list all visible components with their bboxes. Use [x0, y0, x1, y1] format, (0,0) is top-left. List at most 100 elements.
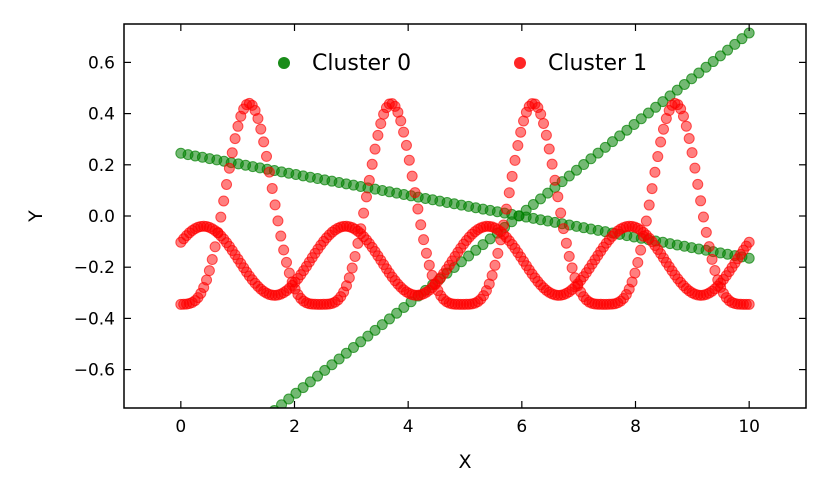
- point-cluster-1: [420, 247, 432, 259]
- point-cluster-0: [312, 370, 324, 382]
- point-cluster-0: [700, 61, 712, 73]
- point-cluster-1: [546, 158, 558, 170]
- x-axis-label: X: [458, 451, 471, 473]
- x-tick-label: 2: [289, 417, 300, 437]
- point-cluster-1: [655, 136, 667, 148]
- point-cluster-1: [635, 244, 647, 256]
- point-cluster-0: [226, 440, 236, 450]
- point-cluster-0: [678, 78, 690, 90]
- point-cluster-1: [209, 241, 221, 253]
- point-cluster-1: [400, 139, 412, 151]
- point-cluster-0: [477, 239, 489, 251]
- point-cluster-1: [409, 187, 421, 199]
- point-cluster-0: [197, 463, 207, 473]
- point-cluster-0: [326, 359, 338, 371]
- point-cluster-1: [372, 129, 384, 141]
- point-cluster-1: [506, 170, 518, 182]
- point-cluster-1: [403, 154, 415, 166]
- point-cluster-1: [412, 203, 424, 215]
- point-cluster-1: [492, 247, 504, 259]
- point-cluster-1: [632, 256, 644, 268]
- point-cluster-1: [375, 118, 387, 130]
- point-cluster-0: [391, 307, 403, 319]
- point-cluster-0: [333, 353, 345, 365]
- point-cluster-0: [527, 199, 539, 211]
- point-cluster-0: [355, 336, 367, 348]
- point-cluster-0: [248, 423, 258, 433]
- point-cluster-0: [635, 113, 647, 125]
- point-cluster-1: [566, 262, 578, 274]
- point-cluster-1: [683, 133, 695, 144]
- point-cluster-0: [233, 434, 243, 444]
- point-cluster-1: [255, 123, 267, 135]
- point-cluster-0: [262, 411, 272, 421]
- point-cluster-0: [671, 84, 683, 96]
- point-cluster-1: [677, 110, 689, 122]
- point-cluster-0: [183, 474, 193, 484]
- point-cluster-1: [640, 215, 652, 227]
- point-cluster-1: [649, 166, 661, 178]
- x-tick-label: 8: [630, 417, 641, 437]
- point-cluster-1: [346, 262, 358, 274]
- point-cluster-0: [693, 67, 705, 79]
- point-cluster-1: [706, 253, 718, 265]
- point-cluster-0: [686, 73, 698, 85]
- point-cluster-0: [585, 153, 597, 165]
- point-cluster-0: [606, 136, 618, 148]
- point-cluster-0: [614, 130, 626, 142]
- point-cluster-1: [680, 120, 692, 132]
- point-cluster-0: [707, 56, 719, 68]
- point-cluster-0: [255, 417, 265, 427]
- point-cluster-1: [395, 115, 407, 127]
- point-cluster-1: [555, 207, 567, 219]
- point-cluster-1: [201, 274, 213, 286]
- point-cluster-1: [500, 203, 512, 215]
- point-cluster-0: [304, 376, 316, 388]
- point-cluster-1: [360, 191, 372, 203]
- point-cluster-0: [599, 141, 611, 153]
- point-cluster-1: [263, 166, 275, 178]
- point-cluster-0: [592, 147, 604, 159]
- point-cluster-1: [418, 234, 430, 246]
- point-cluster-0: [535, 193, 547, 205]
- point-cluster-1: [700, 226, 712, 238]
- point-cluster-1: [281, 256, 292, 268]
- point-cluster-1: [709, 265, 721, 277]
- point-cluster-1: [275, 230, 287, 242]
- point-cluster-1: [549, 174, 561, 186]
- point-cluster-0: [513, 210, 525, 222]
- point-cluster-0: [219, 445, 229, 455]
- point-cluster-1: [398, 126, 410, 138]
- point-cluster-0: [362, 330, 374, 342]
- point-cluster-0: [190, 468, 200, 478]
- point-cluster-0: [642, 107, 654, 119]
- point-cluster-1: [552, 191, 564, 203]
- y-tick-label: −0.2: [74, 258, 115, 278]
- point-cluster-0: [484, 233, 496, 245]
- point-cluster-1: [358, 207, 370, 219]
- point-cluster-1: [258, 136, 270, 148]
- point-cluster-0: [714, 50, 726, 62]
- data-points: [175, 27, 755, 484]
- point-cluster-1: [221, 179, 233, 190]
- axis-ticks: 0 2 4 6 8 10 0.6 0.4 0.2 0.0 −0.2 −0.4 −0.6: [74, 24, 806, 437]
- point-cluster-1: [366, 158, 378, 170]
- point-cluster-1: [503, 187, 515, 199]
- point-cluster-1: [629, 267, 641, 279]
- point-cluster-0: [398, 302, 410, 313]
- point-cluster-1: [278, 244, 290, 256]
- point-cluster-0: [542, 187, 554, 199]
- point-cluster-1: [261, 150, 273, 162]
- x-tick-label: 4: [403, 417, 414, 437]
- point-cluster-0: [520, 204, 532, 216]
- point-cluster-1: [363, 174, 375, 186]
- point-cluster-0: [736, 33, 748, 45]
- legend-label-cluster-0: Cluster 0: [312, 51, 411, 76]
- point-cluster-1: [509, 154, 521, 166]
- point-cluster-1: [232, 120, 244, 132]
- point-cluster-1: [512, 140, 524, 152]
- point-cluster-0: [290, 387, 302, 399]
- point-cluster-1: [349, 250, 361, 262]
- point-cluster-1: [266, 182, 278, 194]
